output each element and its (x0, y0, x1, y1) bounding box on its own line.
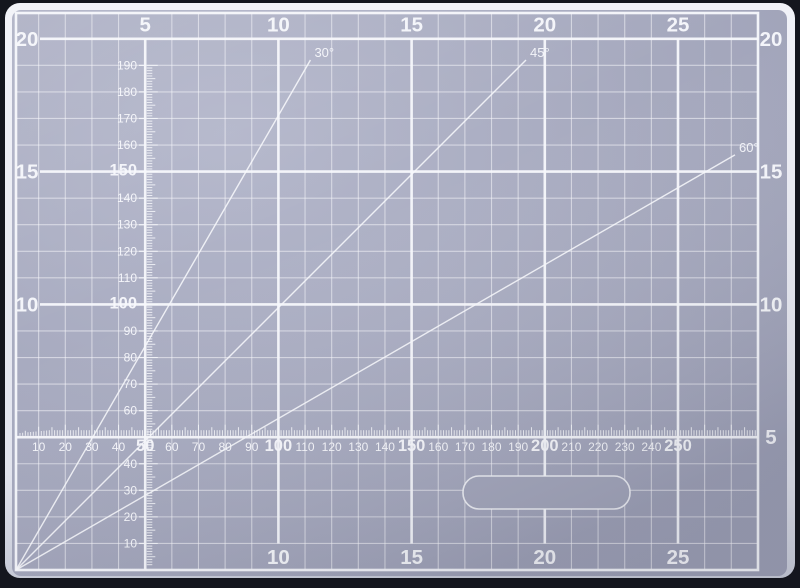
h-ruler-number: 210 (561, 440, 581, 454)
v-ruler-number: 60 (124, 404, 138, 418)
v-ruler-number: 120 (117, 244, 137, 258)
h-ruler-number: 10 (32, 440, 46, 454)
v-ruler-number: 30 (124, 483, 138, 497)
v-ruler-number: 110 (118, 271, 137, 285)
v-ruler-number: 190 (117, 58, 137, 72)
h-ruler-number: 90 (245, 440, 259, 454)
h-ruler-number: 70 (192, 440, 206, 454)
right-cm-label: 15 (760, 161, 783, 184)
h-ruler-number: 160 (428, 440, 448, 454)
handle-cutout (462, 475, 631, 510)
v-ruler-number: 180 (117, 85, 137, 99)
h-ruler-number: 230 (615, 440, 635, 454)
h-ruler-number: 150 (398, 437, 426, 455)
h-ruler-number: 110 (295, 440, 314, 454)
v-ruler-number: 40 (124, 457, 138, 471)
v-ruler-number: 10 (124, 536, 138, 550)
h-ruler-number: 40 (112, 440, 126, 454)
h-ruler-number: 250 (664, 437, 692, 455)
top-cm-label: 5 (139, 14, 150, 37)
v-ruler-number: 20 (124, 510, 138, 524)
v-ruler-number: 90 (124, 324, 138, 338)
h-ruler-number: 20 (59, 440, 73, 454)
h-ruler-number: 220 (588, 440, 608, 454)
right-cm-label: 20 (760, 28, 783, 51)
bottom-cm-label: 25 (667, 546, 690, 569)
right-cm-label: 5 (765, 426, 776, 449)
bottom-cm-label: 10 (267, 546, 290, 569)
h-ruler-number: 240 (641, 440, 661, 454)
left-cm-label: 15 (16, 161, 39, 184)
h-ruler-number: 190 (508, 440, 528, 454)
v-ruler-number: 170 (117, 111, 137, 125)
top-cm-label: 10 (267, 14, 290, 37)
top-cm-label: 20 (533, 14, 556, 37)
v-ruler-number: 100 (109, 294, 137, 312)
angle-label: 60° (739, 140, 759, 155)
bottom-cm-label: 15 (400, 546, 423, 569)
h-ruler-number: 170 (455, 440, 475, 454)
left-cm-label: 20 (16, 28, 39, 51)
h-ruler-number: 140 (375, 440, 395, 454)
h-ruler-number: 180 (482, 440, 502, 454)
h-ruler-number: 60 (165, 440, 179, 454)
h-ruler-number: 200 (531, 437, 559, 455)
angle-label: 45° (530, 45, 550, 60)
v-ruler-number: 150 (109, 162, 137, 180)
v-ruler-number: 130 (117, 218, 137, 232)
left-cm-label: 10 (16, 293, 39, 316)
right-cm-label: 10 (760, 293, 783, 316)
h-ruler-number: 130 (348, 440, 368, 454)
bottom-cm-label: 20 (533, 546, 556, 569)
h-ruler-number: 120 (322, 440, 342, 454)
v-ruler-number: 160 (117, 138, 137, 152)
top-cm-label: 15 (400, 14, 423, 37)
v-ruler-number: 140 (117, 191, 137, 205)
h-ruler-number: 100 (265, 437, 293, 455)
angle-label: 30° (314, 45, 334, 60)
top-cm-label: 25 (667, 14, 690, 37)
